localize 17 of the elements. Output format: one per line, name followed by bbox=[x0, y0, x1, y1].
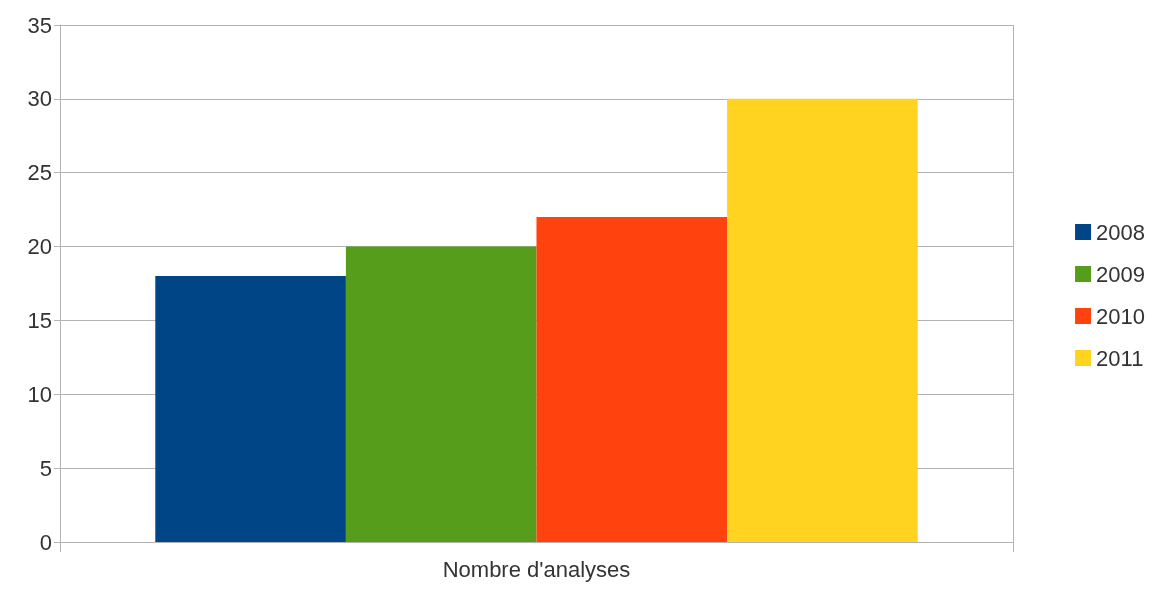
y-tick-label: 25 bbox=[27, 160, 52, 186]
bar bbox=[536, 217, 728, 542]
y-tick-label: 20 bbox=[27, 234, 52, 260]
legend-label: 2008 bbox=[1096, 219, 1146, 245]
y-tick-label: 5 bbox=[39, 455, 52, 481]
bar bbox=[345, 246, 537, 542]
y-tick-label: 35 bbox=[27, 12, 52, 38]
legend-label: 2011 bbox=[1096, 345, 1144, 371]
legend-label: 2010 bbox=[1096, 303, 1146, 329]
legend-label: 2009 bbox=[1096, 261, 1146, 287]
y-tick-label: 10 bbox=[27, 381, 52, 407]
y-tick-label: 0 bbox=[39, 529, 52, 555]
bar bbox=[155, 276, 346, 542]
y-tick-label: 15 bbox=[27, 307, 52, 333]
x-tick-label: Nombre d'analyses bbox=[442, 556, 631, 582]
bar bbox=[727, 98, 918, 542]
y-tick-label: 30 bbox=[27, 86, 52, 112]
